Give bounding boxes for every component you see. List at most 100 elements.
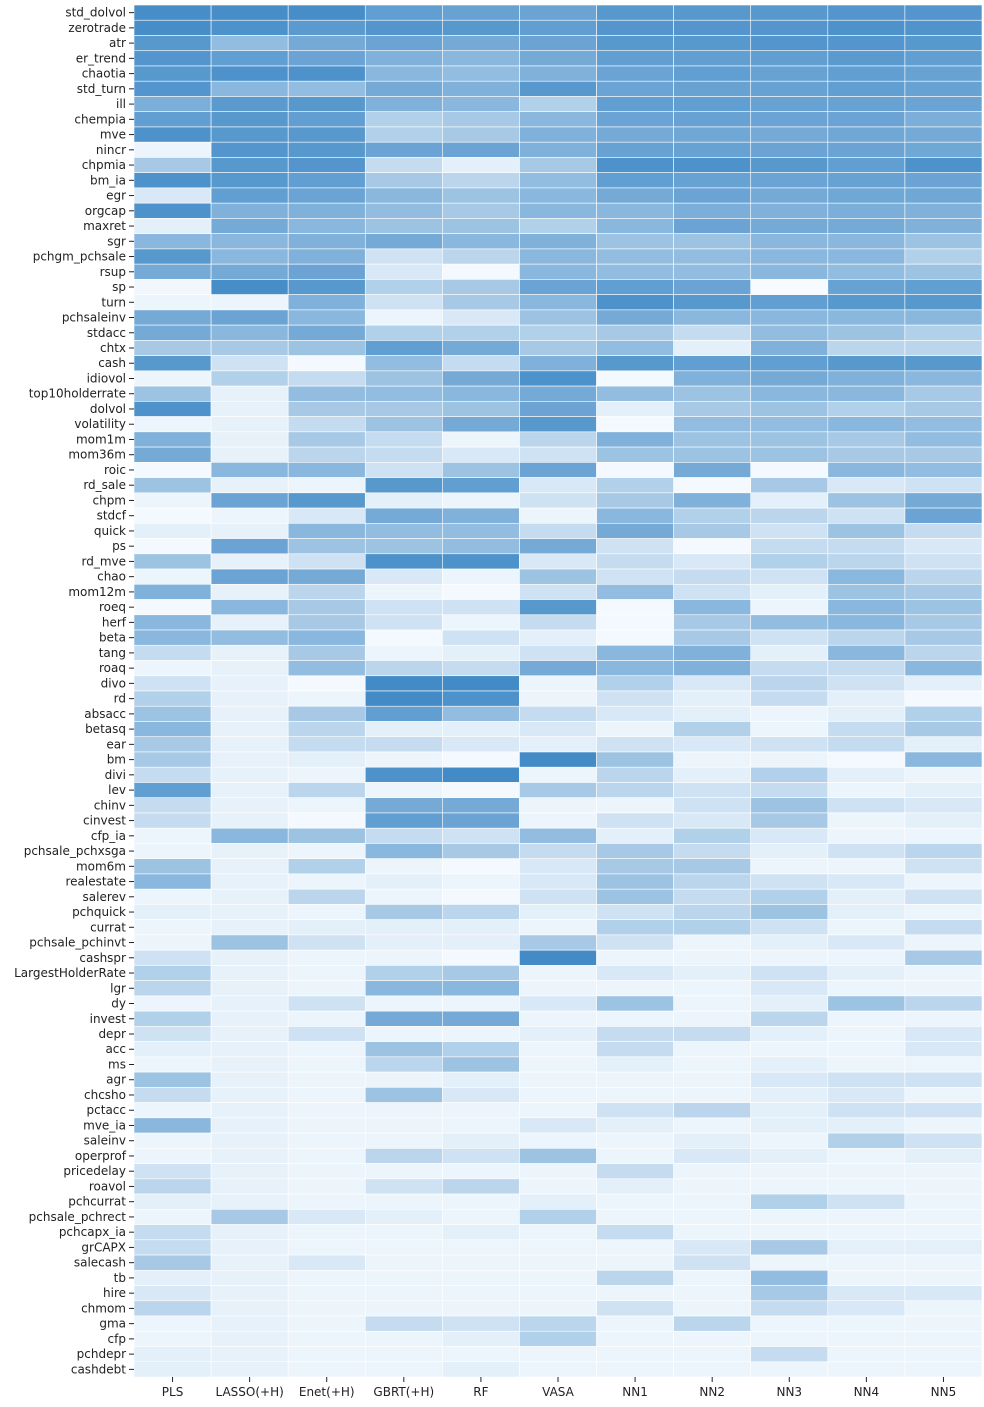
heatmap-cell <box>287 35 366 52</box>
row-label: chtx <box>100 341 126 355</box>
heatmap-cell <box>904 187 983 204</box>
heatmap-cell <box>596 599 674 616</box>
heatmap-cell <box>364 370 443 387</box>
heatmap-cell <box>904 416 983 433</box>
heatmap-cell <box>133 431 212 448</box>
heatmap-cell <box>442 80 520 97</box>
heatmap-cell <box>133 873 212 890</box>
row-label: cashdebt <box>71 1362 126 1376</box>
heatmap-cell <box>364 690 443 707</box>
heatmap-cell <box>133 141 212 158</box>
heatmap-cell <box>210 1209 289 1225</box>
heatmap-cell <box>596 157 674 173</box>
heatmap-cell <box>596 1087 674 1103</box>
heatmap-cell <box>519 141 597 158</box>
heatmap-cell <box>210 782 289 799</box>
heatmap-cell <box>133 538 212 555</box>
heatmap-cell <box>133 980 212 997</box>
heatmap-cell <box>827 858 906 875</box>
heatmap-cell <box>133 904 212 920</box>
heatmap-cell <box>442 507 520 524</box>
heatmap-cell <box>364 80 443 97</box>
heatmap-cell <box>519 1315 597 1332</box>
heatmap-cell <box>442 416 520 433</box>
heatmap-cell <box>750 873 829 890</box>
heatmap-cell <box>133 1117 212 1134</box>
heatmap-cell <box>364 629 443 646</box>
heatmap-cell <box>904 35 983 52</box>
row-label: mom6m <box>76 859 126 873</box>
row-label: dy <box>111 997 126 1011</box>
heatmap-cell <box>827 934 906 951</box>
heatmap-cell <box>519 1087 597 1103</box>
heatmap-cell <box>596 309 674 326</box>
heatmap-cell <box>904 492 983 509</box>
heatmap-cell <box>210 1148 289 1164</box>
heatmap-cell <box>287 492 366 509</box>
heatmap-cell <box>442 965 520 981</box>
heatmap-cell <box>827 492 906 509</box>
heatmap-cell <box>364 553 443 570</box>
heatmap-cell <box>210 888 289 905</box>
heatmap-cell <box>750 1254 829 1271</box>
heatmap-cell <box>904 1102 983 1119</box>
row-label: roaq <box>99 661 126 675</box>
heatmap-cell <box>519 797 597 814</box>
heatmap-cell <box>287 1117 366 1134</box>
heatmap-cell <box>519 35 597 52</box>
heatmap-cell <box>287 1102 366 1119</box>
heatmap-cell <box>750 324 829 341</box>
heatmap-cell <box>364 614 443 631</box>
heatmap-cell <box>210 309 289 326</box>
heatmap-cell <box>210 629 289 646</box>
heatmap-cell <box>287 4 366 21</box>
heatmap-cell <box>133 751 212 768</box>
heatmap-cell <box>519 1056 597 1073</box>
heatmap-cell <box>287 980 366 997</box>
heatmap-cell <box>287 843 366 859</box>
heatmap-cell <box>750 965 829 981</box>
row-label: chinv <box>94 798 126 812</box>
heatmap-cell <box>133 705 212 722</box>
heatmap-cell <box>442 172 520 189</box>
heatmap-cell <box>364 660 443 677</box>
heatmap-cell <box>210 1041 289 1058</box>
heatmap-cell <box>287 1361 366 1378</box>
heatmap-cell <box>519 568 597 585</box>
heatmap-cell <box>827 294 906 311</box>
heatmap-cell <box>596 995 674 1012</box>
heatmap-cell <box>750 1178 829 1195</box>
heatmap-cell <box>364 157 443 173</box>
heatmap-cell <box>673 477 752 494</box>
heatmap-cell <box>210 80 289 97</box>
heatmap-cell <box>904 1315 983 1332</box>
heatmap-cell <box>210 477 289 494</box>
heatmap-cell <box>442 934 520 951</box>
heatmap-cell <box>827 385 906 402</box>
heatmap-cell <box>673 904 752 920</box>
heatmap-cell <box>904 644 983 661</box>
heatmap-cell <box>904 812 983 829</box>
heatmap-cell <box>596 340 674 356</box>
heatmap-cell <box>596 279 674 295</box>
heatmap-cell <box>364 1224 443 1241</box>
heatmap-cell <box>364 1132 443 1149</box>
heatmap-cell <box>133 202 212 219</box>
heatmap-cell <box>673 1056 752 1073</box>
heatmap-cell <box>673 538 752 555</box>
heatmap-cell <box>596 904 674 920</box>
heatmap-cell <box>210 172 289 189</box>
heatmap-cell <box>904 949 983 966</box>
heatmap-cell <box>750 477 829 494</box>
row-label: std_turn <box>77 82 126 96</box>
heatmap-cell <box>596 492 674 509</box>
heatmap-cell <box>287 141 366 158</box>
heatmap-cell <box>596 736 674 753</box>
heatmap-cell <box>904 355 983 372</box>
row-label: saleinv <box>84 1134 126 1148</box>
heatmap-cell <box>442 187 520 204</box>
heatmap-cell <box>210 50 289 67</box>
heatmap-cell <box>287 629 366 646</box>
row-label: quick <box>94 524 126 538</box>
heatmap-cell <box>827 111 906 128</box>
